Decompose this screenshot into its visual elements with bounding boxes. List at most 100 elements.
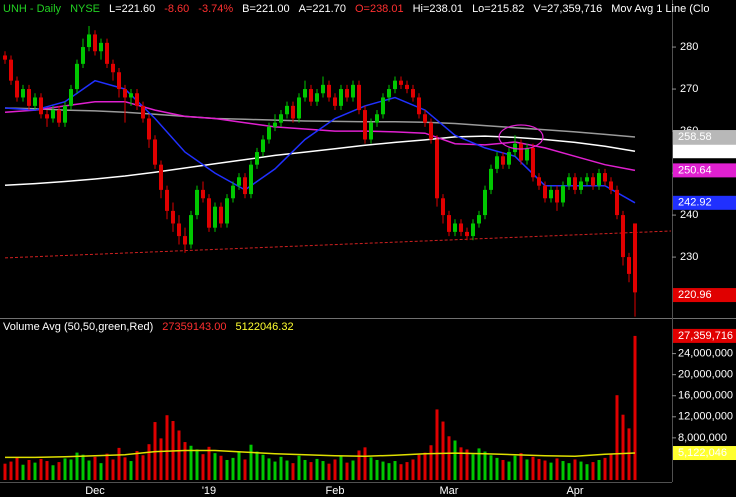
candle-body: [129, 93, 133, 98]
candle-body: [81, 47, 85, 64]
volume-bar: [453, 440, 457, 480]
candle-body: [441, 198, 445, 216]
candle-body: [579, 181, 583, 190]
volume-bar: [69, 459, 73, 480]
moving-average-line: [4, 107, 636, 138]
volume-bar: [93, 456, 97, 480]
candle-body: [63, 105, 67, 123]
candle-body: [213, 206, 217, 228]
volume-bar: [387, 463, 391, 480]
quote-item: UNH - Daily: [3, 3, 62, 15]
candle-body: [51, 110, 55, 119]
volume-tag-label: 27,359,716: [678, 330, 733, 342]
volume-bar: [357, 450, 361, 480]
candle-body: [87, 34, 91, 48]
volume-bar: [309, 462, 313, 480]
candle-body: [357, 84, 361, 111]
candle-body: [3, 55, 7, 60]
price-tag-label: 255.20: [678, 145, 712, 157]
candle-body: [387, 89, 391, 98]
quote-item: Mov Avg 1 Line (Clo: [611, 3, 709, 15]
volume-bar: [75, 452, 79, 480]
highlight-ellipse: [498, 124, 544, 150]
candle-body: [231, 185, 235, 199]
candle-body: [567, 177, 571, 186]
volume-bar: [297, 455, 301, 480]
price-tag: [673, 288, 736, 303]
volume-bar: [189, 445, 193, 480]
volume-bar: [333, 459, 337, 480]
volume-bar: [147, 444, 151, 480]
volume-bar: [237, 452, 241, 480]
volume-bar: [249, 444, 253, 480]
volume-bar: [303, 459, 307, 480]
candle-body: [393, 80, 397, 90]
volume-bar: [105, 453, 109, 480]
candle-body: [513, 143, 517, 153]
candle-body: [21, 89, 25, 98]
candle-body: [33, 97, 37, 106]
volume-bar: [21, 464, 25, 480]
volume-bar: [117, 447, 121, 480]
volume-bar: [597, 459, 601, 480]
price-tag-label: 258.58: [678, 131, 712, 143]
candle-body: [489, 168, 493, 190]
volume-bar: [225, 459, 229, 480]
volume-bar: [231, 457, 235, 480]
candle-body: [39, 97, 43, 115]
volume-bar: [57, 462, 61, 480]
candle-body: [195, 189, 199, 216]
candle-body: [159, 164, 163, 190]
volume-bar: [615, 395, 619, 480]
candle-body: [381, 97, 385, 115]
candle-body: [633, 223, 637, 293]
quote-item: -8.60: [164, 3, 189, 15]
moving-average-line: [4, 135, 636, 187]
volume-bar: [255, 451, 259, 480]
candle-body: [609, 181, 613, 190]
volume-bar: [3, 463, 7, 480]
y-tick-label: 16,000,000: [678, 390, 733, 402]
volume-bar: [555, 458, 559, 480]
candle-body: [603, 173, 607, 182]
quote-header: UNH - Daily NYSE L=221.60 -8.60 -3.74% B=221.…: [3, 3, 709, 15]
candle-body: [201, 189, 205, 199]
quote-item: NYSE: [70, 3, 100, 15]
candle-body: [303, 89, 307, 98]
volume-tag: [673, 446, 736, 461]
volume-bar: [45, 461, 49, 480]
candle-body: [189, 215, 193, 245]
moving-average-line: [5, 449, 636, 459]
candle-body: [477, 215, 481, 224]
volume-readout: 5122046.32: [235, 321, 293, 333]
volume-bar: [633, 335, 637, 480]
x-tick-label: Apr: [566, 485, 583, 497]
candle-body: [627, 257, 631, 274]
candle-body: [597, 173, 601, 186]
candle-body: [543, 185, 547, 199]
candle-body: [519, 143, 523, 161]
volume-bar: [483, 451, 487, 480]
volume-bar: [447, 436, 451, 480]
volume-bar: [51, 465, 55, 480]
volume-bar: [561, 461, 565, 480]
volume-bar: [315, 458, 319, 480]
candle-body: [237, 177, 241, 186]
candle-body: [321, 84, 325, 94]
volume-bar: [399, 464, 403, 480]
volume-bar: [273, 461, 277, 480]
volume-bar: [111, 459, 115, 480]
candle-body: [435, 139, 439, 199]
candle-body: [261, 139, 265, 153]
quote-item: Lo=215.82: [472, 3, 524, 15]
candle-body: [549, 189, 553, 199]
y-tick-label: 270: [680, 83, 698, 95]
volume-bar: [321, 461, 325, 480]
quote-item: -3.74%: [198, 3, 233, 15]
candle-body: [99, 42, 103, 52]
quote-item: A=221.70: [299, 3, 346, 15]
candle-body: [153, 139, 157, 165]
candle-body: [507, 152, 511, 165]
